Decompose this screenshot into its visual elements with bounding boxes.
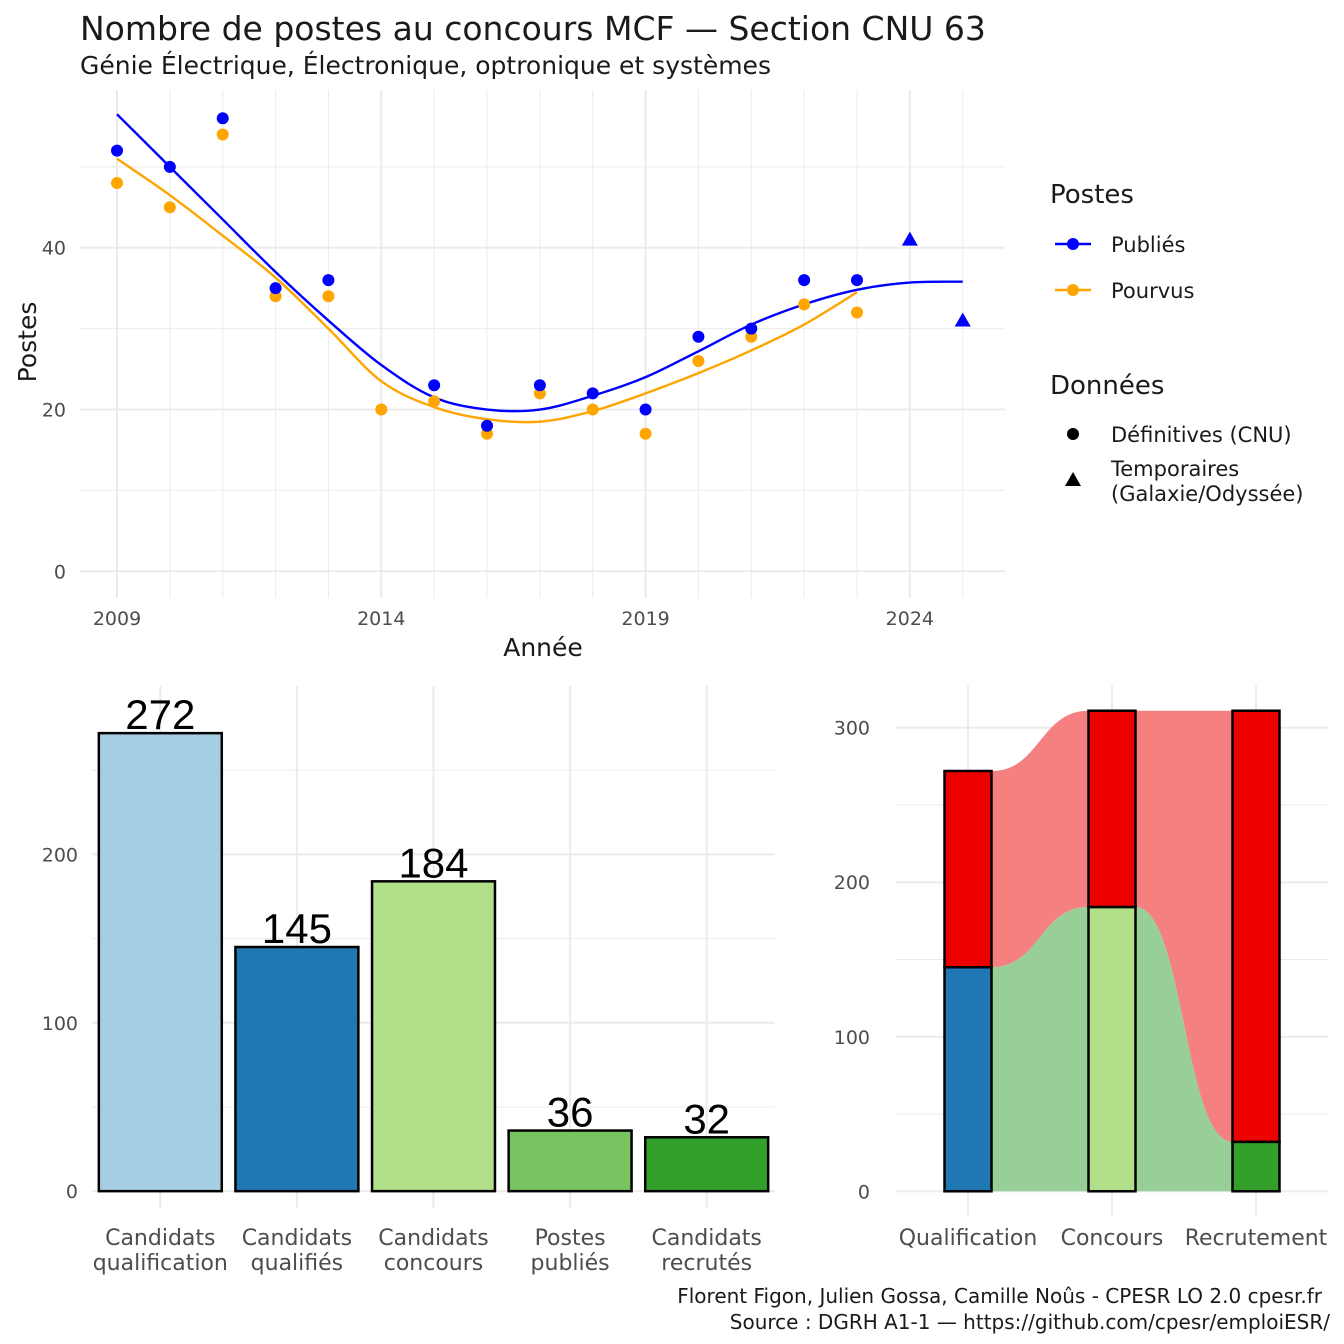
x-tick-label: qualifiés bbox=[251, 1251, 343, 1276]
y-tick-label: 300 bbox=[834, 718, 870, 740]
smooth-line-publies bbox=[116, 113, 963, 413]
x-tick-label: Candidats bbox=[651, 1226, 761, 1251]
x-tick-label: 2019 bbox=[621, 608, 669, 630]
x-tick-label: Qualification bbox=[899, 1226, 1038, 1251]
legend-label-publies: Publiés bbox=[1111, 233, 1185, 257]
x-tick-label: recrutés bbox=[661, 1251, 752, 1276]
y-tick-label: 0 bbox=[66, 1181, 78, 1203]
y-tick-label: 100 bbox=[834, 1027, 870, 1049]
flow-band-red bbox=[991, 710, 1233, 1142]
point-publies bbox=[586, 387, 599, 400]
point-pourvus bbox=[639, 427, 652, 440]
bar-value-label: 145 bbox=[262, 905, 332, 952]
point-publies bbox=[216, 112, 229, 125]
bar-value-label: 184 bbox=[398, 839, 468, 886]
point-publies bbox=[481, 419, 493, 432]
legend-label-pourvus: Pourvus bbox=[1111, 279, 1194, 303]
point-pourvus bbox=[216, 128, 229, 141]
legend: Postes Publiés Pourvus Données Définitiv… bbox=[1050, 180, 1304, 506]
x-tick-label: Candidats bbox=[378, 1226, 488, 1251]
top-line-panel: 0 20 40 2009 2014 2019 2024 bbox=[42, 90, 1005, 630]
y-tick-label: 200 bbox=[834, 872, 870, 894]
stacked-bar-segment bbox=[1231, 709, 1281, 1144]
chart-title: Nombre de postes au concours MCF — Secti… bbox=[80, 9, 986, 48]
y-tick-label: 200 bbox=[42, 844, 78, 866]
point-publies bbox=[745, 322, 758, 335]
bar bbox=[507, 1129, 633, 1193]
legend-key-dot-pourvus bbox=[1067, 284, 1079, 296]
point-pourvus bbox=[798, 298, 811, 311]
x-tick-label: Postes bbox=[535, 1226, 606, 1251]
point-publies bbox=[111, 144, 123, 157]
bar-panel: 0100200272Candidatsqualification145Candi… bbox=[42, 686, 775, 1276]
point-pourvus bbox=[851, 306, 863, 319]
x-tick-label: Recrutement bbox=[1185, 1226, 1328, 1251]
stacked-bar-segment bbox=[943, 769, 993, 969]
x-tick-label: Concours bbox=[1061, 1226, 1164, 1251]
y-tick-label: 20 bbox=[42, 400, 66, 422]
x-tick-label: 2009 bbox=[93, 608, 141, 630]
caption-authors: Florent Figon, Julien Gossa, Camille Noû… bbox=[677, 1284, 1323, 1308]
point-pourvus bbox=[586, 403, 599, 416]
chart-subtitle: Génie Électrique, Électronique, optroniq… bbox=[80, 51, 771, 80]
x-tick-label: 2024 bbox=[886, 608, 934, 630]
x-tick-label: qualification bbox=[93, 1251, 228, 1276]
point-publies bbox=[322, 274, 335, 287]
point-pourvus bbox=[428, 395, 441, 408]
x-axis-title: Année bbox=[503, 633, 583, 662]
bar-value-label: 272 bbox=[125, 691, 195, 738]
y-tick-label: 40 bbox=[42, 238, 66, 260]
x-tick-label: 2014 bbox=[357, 608, 405, 630]
legend-title-postes: Postes bbox=[1050, 180, 1134, 210]
bar bbox=[370, 880, 497, 1193]
x-tick-label: publiés bbox=[531, 1251, 610, 1276]
point-publies bbox=[798, 274, 811, 287]
point-pourvus bbox=[322, 290, 335, 303]
point-publies bbox=[428, 379, 441, 392]
point-pourvus bbox=[692, 354, 705, 367]
stacked-bar-segment bbox=[1087, 905, 1137, 1193]
temporary-point-publies bbox=[954, 312, 971, 327]
stacked-bar-segment bbox=[1087, 709, 1137, 909]
caption-source: Source : DGRH A1-1 — https://github.com/… bbox=[730, 1310, 1330, 1334]
bar bbox=[643, 1136, 770, 1193]
point-publies bbox=[163, 160, 176, 173]
bar bbox=[234, 945, 360, 1193]
smooth-line-pourvus bbox=[116, 157, 858, 424]
x-tick-label: Candidats bbox=[242, 1226, 352, 1251]
point-publies bbox=[639, 403, 652, 416]
point-pourvus bbox=[375, 403, 388, 416]
flow-band-green bbox=[991, 906, 1233, 1192]
y-tick-label: 100 bbox=[42, 1013, 78, 1035]
point-publies bbox=[269, 282, 282, 295]
point-publies bbox=[851, 274, 863, 287]
legend-label-temporaires-1: Temporaires bbox=[1110, 457, 1239, 481]
flow-panel: 0 100 200 300 Qualification Concours Recruteme… bbox=[834, 686, 1328, 1251]
legend-title-donnees: Données bbox=[1050, 371, 1164, 401]
legend-key-circle-definitives bbox=[1067, 428, 1079, 440]
point-pourvus bbox=[163, 201, 176, 214]
x-tick-label: concours bbox=[384, 1251, 484, 1276]
temporary-point-publies bbox=[901, 231, 918, 246]
legend-key-dot-publies bbox=[1067, 238, 1079, 250]
legend-key-triangle-temporaires bbox=[1065, 472, 1081, 486]
point-publies bbox=[533, 379, 546, 392]
point-pourvus bbox=[111, 177, 123, 190]
y-tick-label: 0 bbox=[858, 1181, 870, 1203]
y-tick-label: 0 bbox=[54, 561, 66, 583]
bar-value-label: 36 bbox=[547, 1089, 594, 1136]
legend-label-temporaires-2: (Galaxie/Odyssée) bbox=[1111, 482, 1304, 506]
bar bbox=[97, 731, 224, 1193]
legend-label-definitives: Définitives (CNU) bbox=[1111, 423, 1292, 447]
point-publies bbox=[692, 330, 705, 343]
bar-value-label: 32 bbox=[683, 1095, 730, 1142]
x-tick-label: Candidats bbox=[105, 1226, 215, 1251]
y-axis-title: Postes bbox=[13, 302, 42, 383]
stacked-bar-segment bbox=[943, 965, 993, 1193]
stacked-bar-segment bbox=[1231, 1140, 1281, 1193]
